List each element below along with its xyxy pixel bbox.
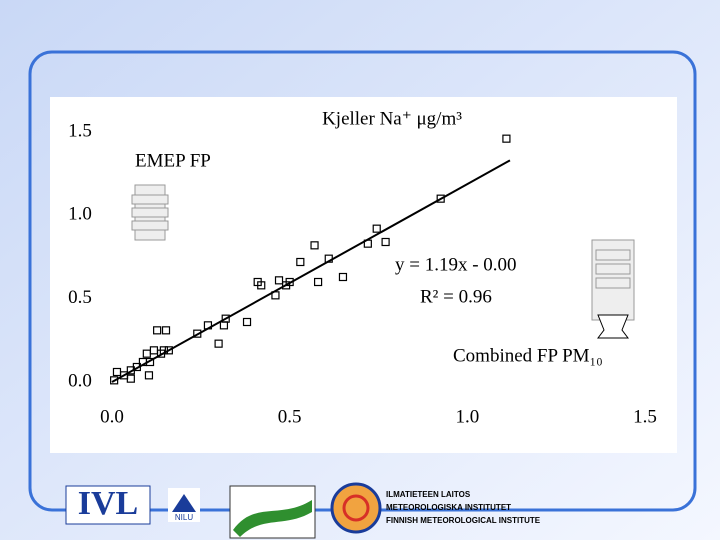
x-tick-label: 1.5 [633, 406, 657, 427]
logos: IVL NILU ILMATIETEEN LAITOS METEOROLOGIS… [65, 482, 541, 539]
point [363, 239, 372, 248]
logo-text: IVL [78, 485, 138, 522]
y-tick-label: 1.5 [68, 120, 92, 141]
point [324, 254, 333, 263]
point [164, 346, 173, 355]
point [221, 314, 230, 323]
logo-text: ILMATIETEEN LAITOS [386, 490, 471, 499]
logo-text: NILU [175, 513, 193, 522]
chart-title: Kjeller Na⁺ μg/m³ [322, 108, 462, 129]
x-tick-label: 0.0 [100, 406, 124, 427]
logo-shape [233, 500, 312, 537]
logo-shape [172, 494, 196, 512]
point [372, 224, 381, 233]
point [338, 272, 348, 282]
point [159, 346, 168, 355]
point [381, 237, 390, 247]
point [193, 329, 202, 338]
point [126, 374, 135, 383]
annotation: y = 1.19x - 0.00 [395, 254, 517, 275]
x-tick-label: 1.0 [455, 406, 479, 427]
point [161, 326, 171, 335]
y-tick-label: 1.0 [68, 204, 92, 225]
point [313, 277, 323, 287]
point [274, 276, 284, 285]
point [144, 371, 154, 380]
annotation: Combined FP PM₁₀ [453, 345, 603, 366]
annotation: EMEP FP [135, 150, 211, 171]
point [502, 134, 511, 143]
point [110, 376, 119, 385]
point [436, 194, 445, 203]
point [296, 257, 305, 267]
chart: Kjeller Na⁺ μg/m³ EMEP FP y = 1.19x - 0.… [68, 108, 657, 427]
point [132, 362, 141, 372]
point [310, 241, 319, 250]
logo [65, 485, 151, 525]
point [285, 277, 294, 287]
point [271, 291, 280, 300]
point [145, 357, 155, 367]
filter-icon [131, 184, 635, 339]
plot-area [50, 97, 677, 453]
y-tick-label: 0.0 [68, 370, 92, 391]
point [257, 281, 266, 290]
point [242, 317, 252, 327]
point [153, 326, 162, 335]
x-tick-label: 0.5 [278, 406, 302, 427]
logo-text: FINNISH METEOROLOGICAL INSTITUTE [386, 516, 541, 525]
point [214, 339, 223, 348]
point [203, 321, 213, 330]
logo-shape [330, 482, 382, 534]
logo-text: METEOROLOGISKA INSTITUTET [386, 503, 511, 512]
y-tick-label: 0.5 [68, 287, 92, 308]
annotation: R² = 0.96 [420, 286, 492, 307]
logo-shape [342, 494, 370, 522]
